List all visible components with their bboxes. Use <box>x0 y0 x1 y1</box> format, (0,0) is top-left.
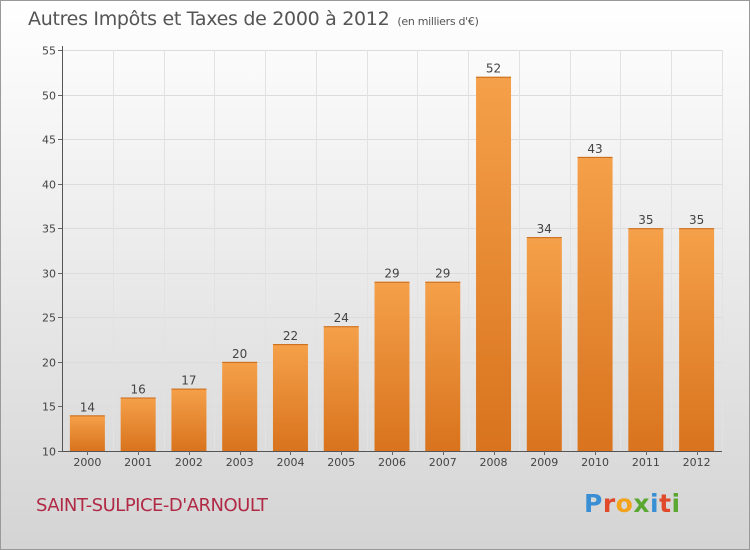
logo-letter: i <box>671 489 681 518</box>
x-tick-label: 2001 <box>124 456 152 469</box>
logo-letter: x <box>633 489 650 518</box>
bar <box>526 237 562 451</box>
logo-letter: t <box>659 489 672 518</box>
x-tick-label: 2002 <box>175 456 203 469</box>
axes: 10 15 20 25 30 35 40 45 50 55 2000 2001 2002 2003 2004… <box>42 45 722 469</box>
data-label: 52 <box>486 62 501 76</box>
x-tick-label: 2009 <box>530 456 558 469</box>
data-label: 24 <box>334 311 349 325</box>
bar-labels: 14 16 17 20 22 24 29 29 52 34 43 35 35 <box>80 62 705 415</box>
x-tick-label: 2012 <box>683 456 711 469</box>
data-label: 22 <box>283 329 298 343</box>
bar <box>120 397 156 451</box>
x-tick-label: 2011 <box>632 456 660 469</box>
proxiti-logo[interactable]: Proxiti <box>584 489 681 518</box>
bar <box>628 228 664 451</box>
y-tick-label: 15 <box>42 401 56 414</box>
x-tick-label: 2010 <box>581 456 609 469</box>
chart-title-text: Autres Impôts et Taxes de 2000 à 2012 <box>28 8 390 30</box>
data-label: 29 <box>384 267 399 281</box>
bar <box>476 76 512 451</box>
bar <box>222 361 258 451</box>
bar <box>272 344 308 451</box>
bar <box>171 388 207 451</box>
bar <box>425 281 461 451</box>
bar <box>679 228 715 451</box>
y-tick-label: 30 <box>42 268 56 281</box>
x-tick-label: 2005 <box>327 456 355 469</box>
data-label: 29 <box>435 267 450 281</box>
data-label: 35 <box>638 213 653 227</box>
data-label: 43 <box>587 142 602 156</box>
logo-letter: o <box>615 489 634 518</box>
y-tick-label: 45 <box>42 134 56 147</box>
x-tick-label: 2008 <box>480 456 508 469</box>
bar <box>69 415 105 451</box>
data-label: 35 <box>689 213 704 227</box>
bars <box>69 76 715 451</box>
bar <box>323 326 359 451</box>
data-label: 14 <box>80 400 95 414</box>
data-label: 17 <box>181 374 196 388</box>
y-tick-label: 25 <box>42 312 56 325</box>
chart-unit: (en milliers d'€) <box>397 15 479 28</box>
x-tick-label: 2003 <box>226 456 254 469</box>
data-label: 16 <box>131 383 146 397</box>
y-tick-label: 35 <box>42 223 56 236</box>
commune-name: SAINT-SULPICE-D'ARNOULT <box>36 495 268 516</box>
logo-letter: P <box>584 489 603 518</box>
bar <box>577 156 613 451</box>
y-tick-label: 20 <box>42 357 56 370</box>
logo-letter: i <box>650 489 660 518</box>
logo-letter: r <box>602 489 616 518</box>
y-tick-label: 40 <box>42 179 56 192</box>
y-tick-label: 10 <box>42 446 56 459</box>
chart-title: Autres Impôts et Taxes de 2000 à 2012 (en… <box>28 8 479 30</box>
x-tick-label: 2007 <box>429 456 457 469</box>
y-tick-label: 50 <box>42 90 56 103</box>
x-tick-label: 2004 <box>276 456 304 469</box>
bar <box>374 281 410 451</box>
x-tick-label: 2006 <box>378 456 406 469</box>
x-tick-label: 2000 <box>73 456 101 469</box>
data-label: 34 <box>537 222 552 236</box>
y-tick-label: 55 <box>42 45 56 58</box>
data-label: 20 <box>232 347 247 361</box>
